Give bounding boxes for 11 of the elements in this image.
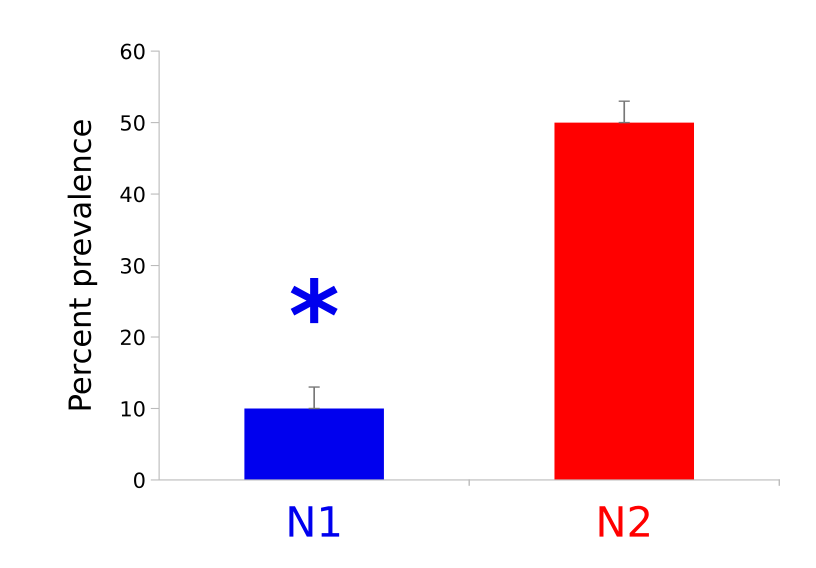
y-tick-label: 10 (122, 400, 145, 417)
y-axis-title: Percent prevalence (68, 120, 98, 410)
y-tick-label: 50 (121, 115, 145, 131)
y-tick-label: 0 (134, 472, 145, 488)
y-tick-label: 40 (120, 186, 145, 202)
x-tick-label: N2 (599, 506, 649, 537)
y-tick-label: 20 (120, 329, 145, 346)
x-tick-label: N1 (289, 506, 340, 537)
y-tick-label: 60 (120, 44, 145, 60)
y-tick-label: 30 (121, 258, 145, 274)
annotation: * (290, 278, 338, 324)
